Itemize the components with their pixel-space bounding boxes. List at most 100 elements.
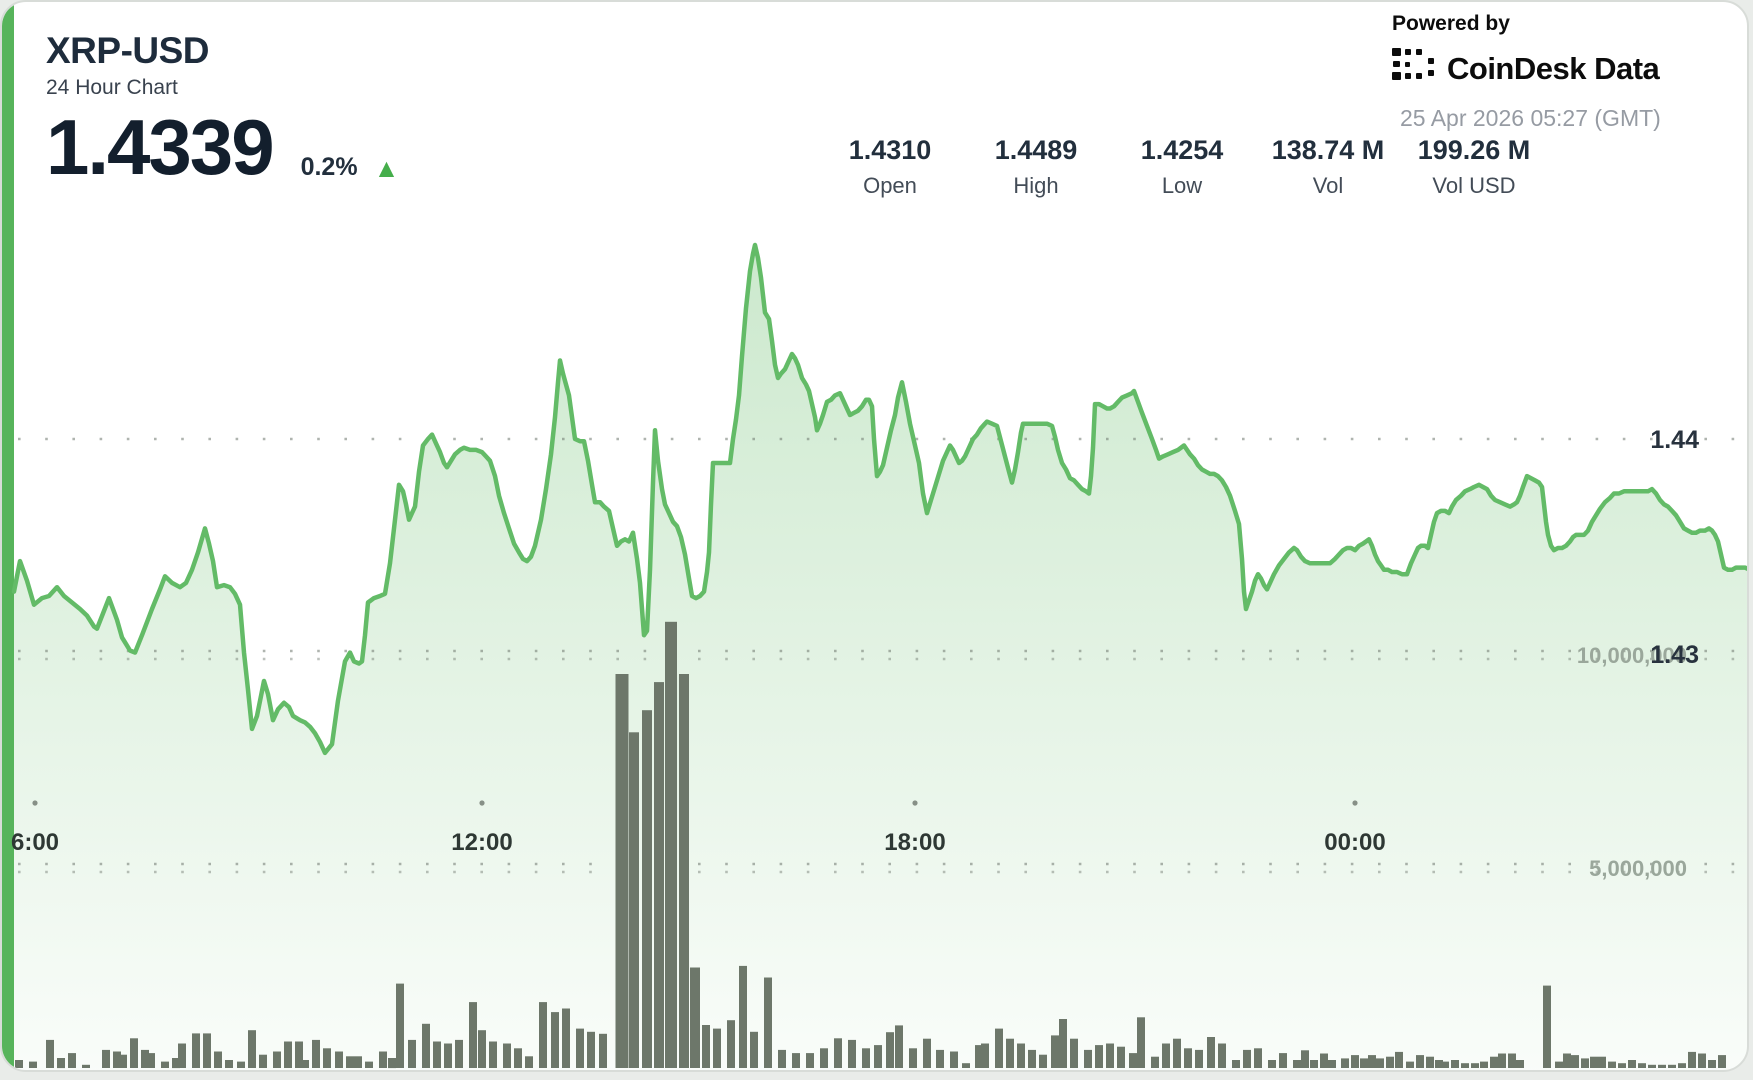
volume-bar	[514, 1048, 522, 1068]
volume-bar	[323, 1048, 331, 1068]
volume-bar	[995, 1028, 1003, 1068]
stat-label: Open	[863, 173, 917, 198]
provider-logo[interactable]: CoinDesk Data	[1392, 48, 1660, 90]
volume-bar	[629, 732, 639, 1068]
volume-bar	[354, 1056, 362, 1068]
price-axis-label-143: 1.43	[1650, 641, 1699, 669]
volume-bar	[57, 1058, 65, 1069]
volume-bar	[29, 1061, 37, 1068]
volume-bar	[141, 1049, 149, 1068]
x-tick-dot	[912, 800, 918, 806]
volume-bar	[1310, 1060, 1318, 1068]
stat-high: 1.4489 High	[963, 135, 1109, 199]
volume-bar	[1581, 1058, 1589, 1068]
volume-bar	[713, 1028, 721, 1068]
volume-bar	[225, 1060, 233, 1068]
volume-bar	[365, 1061, 373, 1068]
x-axis-label-18: 18:00	[884, 829, 946, 856]
volume-bar	[1151, 1056, 1159, 1068]
volume-bar	[1718, 1055, 1726, 1068]
volume-bar	[1184, 1048, 1192, 1068]
volume-bar	[739, 965, 747, 1068]
price-row: 1.4339 0.2% ▲	[46, 103, 399, 191]
volume-bar	[923, 1038, 931, 1068]
volume-bar	[1207, 1037, 1215, 1068]
volume-bar	[654, 682, 664, 1068]
volume-bar	[68, 1053, 76, 1068]
volume-bar	[1508, 1053, 1516, 1068]
volume-bar	[1376, 1058, 1384, 1068]
volume-bar	[388, 1058, 396, 1069]
volume-bar	[1441, 1061, 1449, 1068]
x-axis-label-12: 12:00	[451, 829, 513, 856]
volume-bar	[950, 1051, 958, 1068]
volume-bar	[295, 1041, 303, 1068]
volume-bar	[1598, 1056, 1606, 1068]
volume-bar	[503, 1043, 511, 1068]
volume-bar	[599, 1033, 607, 1068]
volume-bar	[248, 1030, 256, 1068]
volume-bar	[259, 1054, 267, 1068]
volume-bar	[792, 1053, 800, 1068]
x-tick-dot	[32, 800, 38, 806]
volume-bar	[1426, 1056, 1434, 1068]
stat-label: Vol	[1312, 173, 1344, 198]
stat-vol-usd: 199.26 M Vol USD	[1401, 135, 1547, 199]
volume-bar	[750, 1031, 758, 1068]
volume-bar	[936, 1049, 944, 1068]
volume-bar	[396, 983, 404, 1068]
volume-bar	[1678, 1063, 1686, 1068]
volume-bar	[1293, 1060, 1301, 1068]
volume-bar	[433, 1041, 441, 1068]
volume-bar	[525, 1056, 533, 1068]
accent-stripe	[2, 2, 14, 1070]
volume-bar	[1059, 1019, 1067, 1068]
header: XRP-USD 24 Hour Chart 1.4339 0.2% ▲	[46, 30, 399, 191]
volume-bar	[379, 1051, 387, 1068]
x-axis-label-6: 6:00	[10, 829, 60, 856]
change-percent: 0.2%	[300, 152, 358, 181]
volume-bar	[1017, 1043, 1025, 1068]
volume-bar	[1480, 1061, 1488, 1068]
current-price: 1.4339	[46, 103, 275, 191]
volume-bar	[1162, 1043, 1170, 1068]
volume-bar	[1195, 1049, 1203, 1068]
volume-bar	[1039, 1054, 1047, 1068]
stat-low: 1.4254 Low	[1109, 135, 1255, 199]
volume-bar	[1543, 985, 1551, 1068]
volume-bar	[1360, 1058, 1368, 1068]
volume-bar	[1555, 1061, 1563, 1068]
stat-value: 138.74 M	[1271, 135, 1385, 165]
volume-axis-label-5m: 5,000,000	[1589, 856, 1687, 881]
volume-bar	[214, 1051, 222, 1068]
volume-bar	[665, 621, 677, 1068]
volume-bar	[702, 1025, 710, 1068]
volume-bar	[1254, 1048, 1262, 1068]
volume-bar	[1028, 1049, 1036, 1068]
volume-bar	[203, 1033, 211, 1068]
volume-bar	[1328, 1060, 1336, 1068]
volume-bar	[102, 1049, 110, 1068]
volume-bar	[690, 967, 700, 1068]
volume-bar	[962, 1063, 970, 1068]
volume-bar	[346, 1056, 354, 1068]
volume-bar	[46, 1039, 54, 1068]
volume-bar	[1137, 1017, 1145, 1068]
volume-bar	[478, 1030, 486, 1068]
volume-bar	[806, 1053, 814, 1068]
volume-bar	[312, 1039, 320, 1068]
volume-bar	[408, 1039, 416, 1068]
coindesk-logo-icon	[1392, 48, 1434, 80]
volume-bar	[1279, 1053, 1287, 1068]
volume-bar	[886, 1032, 894, 1068]
x-tick-dot	[479, 800, 485, 806]
volume-bar	[119, 1054, 127, 1068]
volume-bar	[489, 1041, 497, 1068]
volume-bar	[1490, 1056, 1498, 1068]
volume-bar	[301, 1060, 309, 1068]
volume-bar	[539, 1002, 547, 1068]
volume-bar	[764, 977, 772, 1068]
volume-bar	[1471, 1063, 1479, 1068]
volume-bar	[1563, 1053, 1571, 1068]
